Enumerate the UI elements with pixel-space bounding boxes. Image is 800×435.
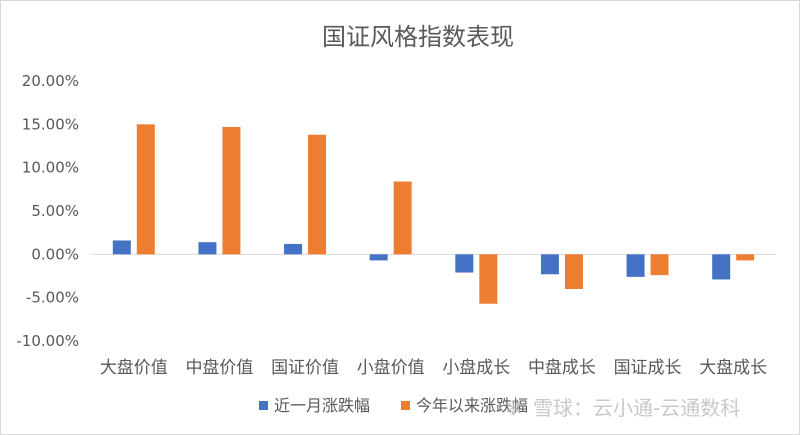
legend-label-series-1: 近一月涨跌幅 — [274, 396, 370, 415]
legend: 近一月涨跌幅 今年以来涨跌幅 — [259, 396, 528, 415]
bar-series-1-中盘成长 — [540, 254, 559, 275]
bar-series-2-大盘价值 — [136, 124, 155, 255]
legend-label-series-2: 今年以来涨跌幅 — [416, 396, 528, 415]
y-tick-label: -5.00% — [26, 289, 79, 307]
bar-series-1-小盘成长 — [455, 254, 474, 273]
bar-series-1-大盘成长 — [712, 254, 731, 280]
x-category-label: 大盘价值 — [100, 358, 168, 378]
x-category-label: 小盘成长 — [442, 358, 510, 378]
watermark-text: 雪球：云小通-云通数科 — [533, 396, 740, 420]
y-tick-label: 0.00% — [31, 245, 79, 263]
bar-series-1-小盘价值 — [369, 254, 388, 261]
x-category-label: 国证价值 — [271, 358, 339, 378]
y-axis: 20.00% 15.00% 10.00% 5.00% 0.00% -5.00% -10.00… — [16, 72, 79, 350]
legend-swatch-series-1 — [259, 401, 268, 410]
x-category-label: 小盘价值 — [357, 358, 425, 378]
bar-series-2-大盘成长 — [736, 254, 755, 261]
y-tick-label: 10.00% — [22, 159, 79, 177]
bar-series-group — [112, 124, 755, 304]
chart-title: 国证风格指数表现 — [322, 23, 514, 51]
bar-series-2-中盘价值 — [222, 126, 241, 255]
y-tick-label: 20.00% — [22, 72, 79, 90]
bar-series-1-大盘价值 — [112, 240, 131, 255]
bar-series-2-国证价值 — [308, 134, 327, 255]
bar-series-2-小盘成长 — [479, 254, 498, 304]
x-category-label: 中盘价值 — [185, 358, 253, 378]
bar-series-2-中盘成长 — [564, 254, 583, 289]
bar-series-1-中盘价值 — [198, 242, 217, 255]
x-category-label: 国证成长 — [614, 358, 682, 378]
bar-series-1-国证成长 — [626, 254, 645, 277]
y-tick-label: -10.00% — [16, 332, 79, 350]
legend-swatch-series-2 — [401, 401, 410, 410]
x-axis: 大盘价值 中盘价值 国证价值 小盘价值 小盘成长 中盘成长 国证成长 大盘成长 — [100, 358, 767, 378]
bar-series-2-国证成长 — [650, 254, 669, 276]
bar-series-1-国证价值 — [284, 243, 303, 255]
bar-series-2-小盘价值 — [393, 181, 412, 255]
x-category-label: 大盘成长 — [699, 358, 767, 378]
y-tick-label: 15.00% — [22, 115, 79, 133]
watermark: ✻ 雪球：云小通-云通数科 — [505, 396, 740, 420]
x-category-label: 中盘成长 — [528, 358, 596, 378]
y-tick-label: 5.00% — [31, 202, 79, 220]
watermark-logo-icon: ✻ — [505, 396, 522, 420]
